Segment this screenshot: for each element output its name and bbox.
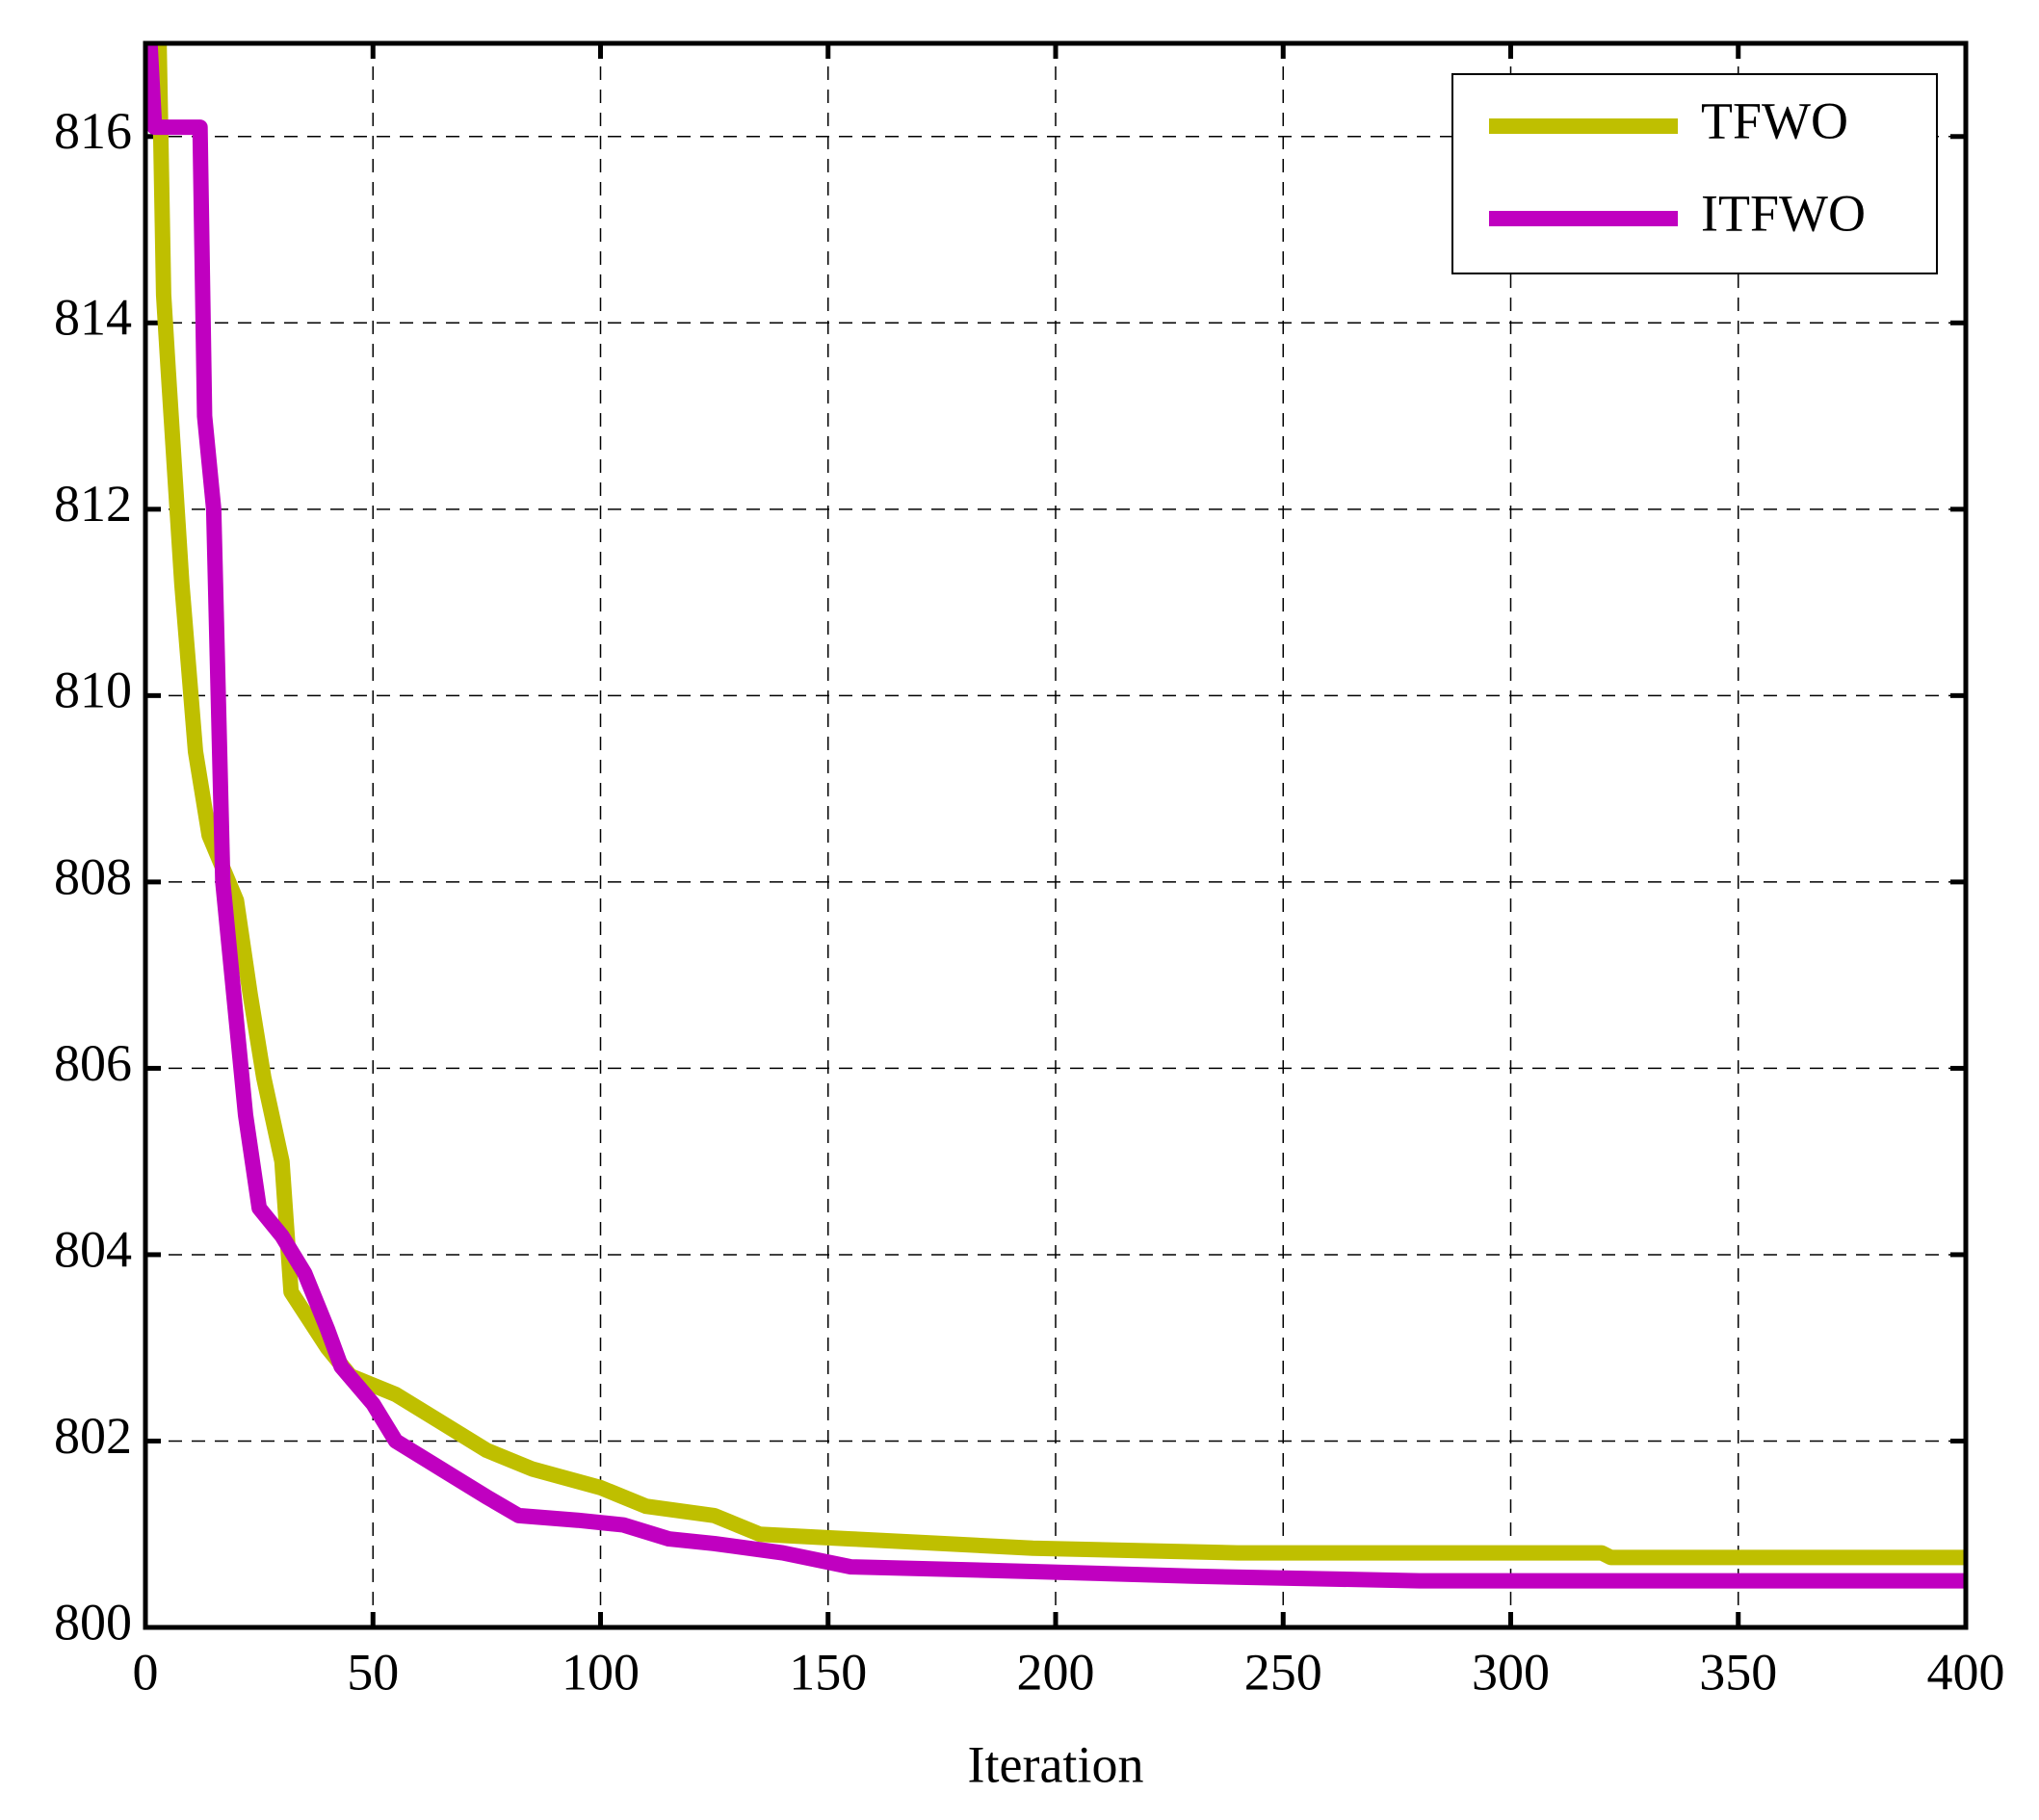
- y-tick-label: 814: [54, 289, 132, 347]
- y-tick-label: 816: [54, 102, 132, 160]
- series-line: [151, 43, 1966, 1566]
- series-line: [145, 43, 1966, 1589]
- x-tick-label: 350: [1699, 1643, 1777, 1701]
- x-tick-label: 0: [133, 1643, 159, 1701]
- x-axis-label: Iteration: [968, 1735, 1144, 1793]
- y-tick-label: 806: [54, 1034, 132, 1092]
- x-tick-label: 400: [1927, 1643, 2005, 1701]
- y-tick-label: 812: [54, 475, 132, 533]
- y-tick-label: 810: [54, 662, 132, 719]
- x-tick-label: 50: [347, 1643, 399, 1701]
- legend-label: ITFWO: [1701, 184, 1866, 242]
- y-tick-label: 808: [54, 847, 132, 905]
- x-tick-label: 200: [1017, 1643, 1095, 1701]
- y-tick-label: 804: [54, 1220, 132, 1278]
- y-tick-label: 800: [54, 1593, 132, 1651]
- plot-lines: [145, 43, 1966, 1589]
- y-tick-label: 802: [54, 1407, 132, 1465]
- legend: TFWO ITFWO: [1451, 73, 1938, 274]
- x-tick-label: 150: [789, 1643, 867, 1701]
- x-tick-label: 100: [562, 1643, 640, 1701]
- x-tick-label: 250: [1244, 1643, 1322, 1701]
- legend-box: [1451, 73, 1938, 274]
- x-tick-label: 300: [1472, 1643, 1550, 1701]
- plot-frame: [143, 40, 1969, 1630]
- legend-label: TFWO: [1701, 91, 1848, 149]
